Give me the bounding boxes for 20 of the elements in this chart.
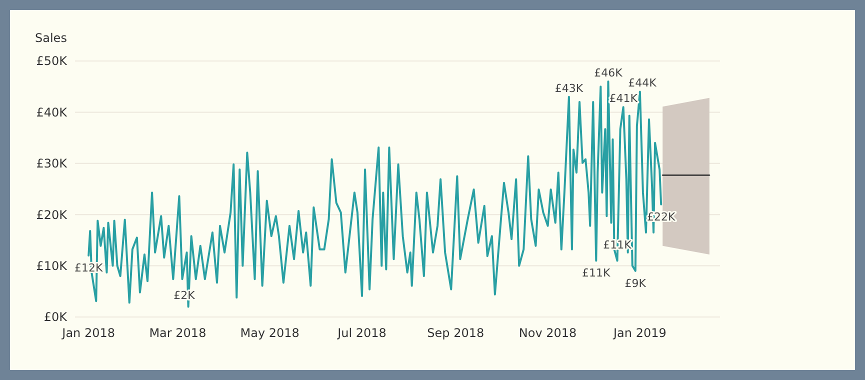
x-tick-label: Jan 2018 (61, 326, 116, 340)
x-tick-label: May 2018 (240, 326, 300, 340)
annotation: £46K (594, 66, 624, 80)
y-tick-label: £0K (44, 310, 68, 324)
y-tick-label: £40K (36, 105, 68, 120)
y-tick-label: £30K (36, 156, 68, 171)
annotation: £41K (609, 92, 638, 106)
annotation: £9K (624, 276, 647, 290)
y-axis-title: Sales (35, 31, 67, 45)
x-tick-label: Sep 2018 (427, 326, 484, 340)
y-tick-label: £50K (36, 54, 68, 68)
x-tick-label: Nov 2018 (518, 326, 577, 340)
annotation: £44K (628, 76, 658, 90)
x-tick-label: Jul 2018 (336, 326, 386, 340)
y-tick-label: £20K (36, 208, 68, 222)
annotation: £43K (554, 82, 584, 95)
annotation: £11K (582, 266, 612, 280)
x-tick-label: Mar 2018 (149, 326, 206, 340)
y-tick-label: £10K (36, 259, 68, 273)
x-tick-label: Jan 2019 (612, 326, 666, 340)
